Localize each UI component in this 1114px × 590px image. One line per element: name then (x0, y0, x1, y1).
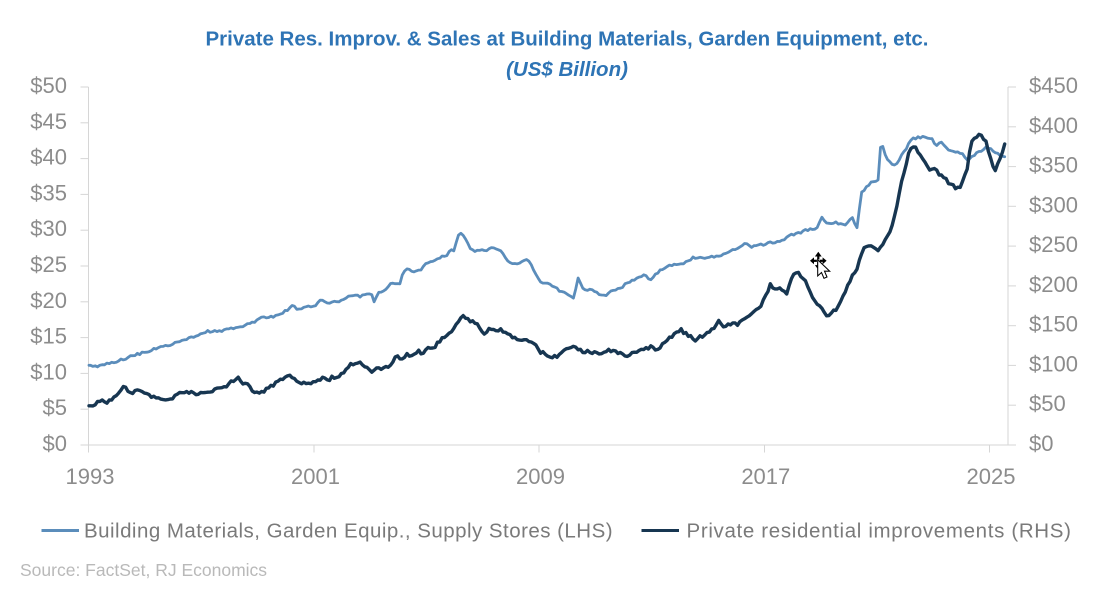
svg-text:2025: 2025 (967, 464, 1016, 489)
svg-text:(US$ Billion): (US$ Billion) (506, 58, 628, 81)
svg-text:$200: $200 (1029, 272, 1078, 297)
svg-text:$30: $30 (30, 216, 67, 241)
svg-text:Source: FactSet, RJ Economics: Source: FactSet, RJ Economics (20, 560, 267, 580)
svg-text:$5: $5 (43, 395, 67, 420)
svg-text:1993: 1993 (66, 464, 115, 489)
svg-text:Building Materials, Garden Equ: Building Materials, Garden Equip., Suppl… (84, 520, 613, 543)
svg-text:$350: $350 (1029, 153, 1078, 178)
svg-text:$150: $150 (1029, 312, 1078, 337)
svg-text:2001: 2001 (291, 464, 340, 489)
svg-text:2009: 2009 (516, 464, 565, 489)
svg-text:$450: $450 (1029, 73, 1078, 98)
svg-text:$50: $50 (30, 73, 67, 98)
svg-text:$20: $20 (30, 288, 67, 313)
svg-text:$25: $25 (30, 252, 67, 277)
svg-text:$100: $100 (1029, 351, 1078, 376)
svg-text:$35: $35 (30, 180, 67, 205)
svg-text:$10: $10 (30, 359, 67, 384)
svg-text:$0: $0 (1029, 431, 1053, 456)
svg-text:$300: $300 (1029, 192, 1078, 217)
svg-text:$400: $400 (1029, 113, 1078, 138)
svg-text:$40: $40 (30, 145, 67, 170)
svg-text:$45: $45 (30, 109, 67, 134)
svg-text:$50: $50 (1029, 391, 1066, 416)
svg-text:$0: $0 (43, 431, 67, 456)
svg-text:$15: $15 (30, 324, 67, 349)
svg-text:2017: 2017 (741, 464, 790, 489)
svg-text:$250: $250 (1029, 232, 1078, 257)
svg-text:Private residential improvemen: Private residential improvements (RHS) (687, 520, 1072, 543)
svg-text:Private Res. Improv. & Sales a: Private Res. Improv. & Sales at Building… (205, 28, 928, 51)
